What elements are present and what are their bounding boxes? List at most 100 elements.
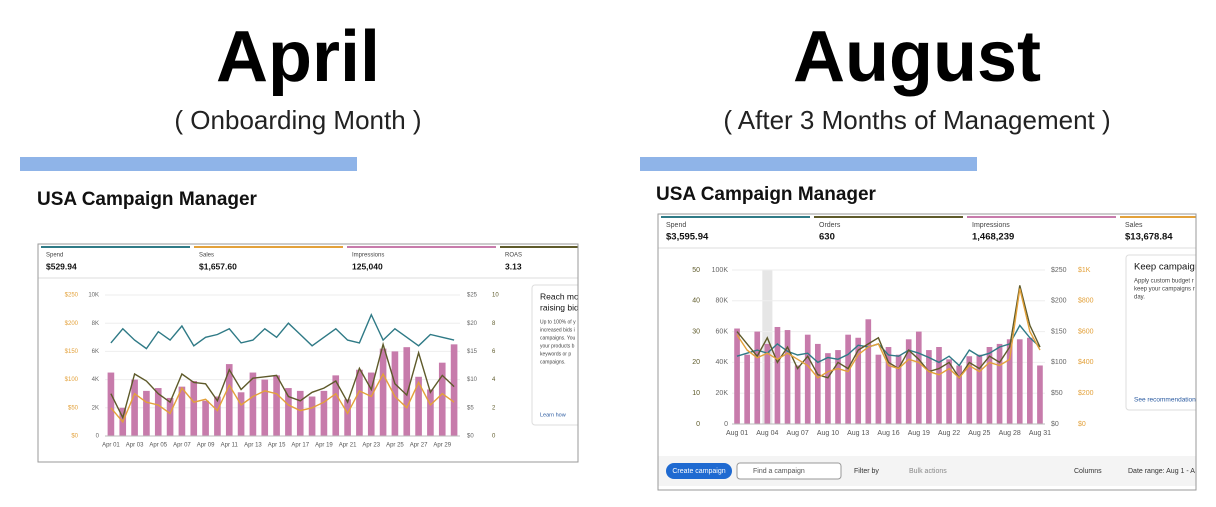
divider	[640, 157, 977, 171]
toolbar-item[interactable]: Date range: Aug 1 - A	[1128, 468, 1195, 475]
card-accent	[1120, 216, 1196, 218]
axis-tick-label: $10	[467, 377, 478, 383]
bar	[1027, 337, 1033, 424]
heading: April	[216, 17, 380, 97]
bar	[764, 343, 771, 424]
bar	[356, 369, 363, 436]
bar	[296, 390, 304, 436]
card-accent	[500, 246, 578, 248]
axis-tick-label: 20K	[716, 390, 729, 397]
axis-tick-label: $0	[1051, 421, 1059, 428]
axis-tick-label: $25	[467, 293, 478, 299]
side-panel-text: campaigns. You	[540, 335, 576, 341]
axis-tick-label: 4	[492, 377, 496, 383]
axis-tick-label: $0	[71, 434, 78, 440]
side-panel-link[interactable]: See recommendation	[1134, 397, 1196, 404]
axis-tick-label: $15	[467, 349, 478, 355]
metric-total: $3,595.94	[666, 232, 709, 243]
bar	[915, 331, 922, 424]
side-panel-text: your products b	[540, 343, 575, 349]
axis-tick-label: 20	[692, 359, 700, 366]
axis-tick-label: $50	[68, 405, 79, 411]
create-button[interactable]	[666, 463, 732, 479]
side-panel-text: keep your campaigns r	[1134, 287, 1195, 293]
x-tick-label: Aug 07	[787, 430, 809, 437]
x-tick-label: Apr 21	[339, 443, 357, 449]
bar	[734, 328, 740, 424]
search-box[interactable]	[736, 462, 842, 480]
toolbar-item[interactable]: Filter by	[854, 468, 879, 475]
x-tick-label: Apr 23	[362, 443, 380, 449]
axis-tick-label: $20	[467, 321, 478, 327]
axis-tick-label: 6K	[92, 349, 99, 355]
axis-tick-label: $100	[65, 377, 79, 383]
bar	[450, 344, 458, 436]
bar	[403, 347, 411, 436]
metric-label: ROAS	[505, 253, 522, 259]
bar	[438, 362, 446, 436]
bar	[835, 350, 841, 424]
bar	[926, 350, 932, 424]
heading: August	[793, 17, 1041, 97]
axis-tick-label: 2	[492, 405, 496, 411]
line	[110, 372, 455, 424]
x-tick-label: Aug 13	[847, 430, 869, 437]
axis-tick-label: $100	[1051, 359, 1067, 366]
bar	[804, 334, 811, 424]
side-panel	[1125, 254, 1196, 411]
axis-tick-label: $5	[467, 405, 474, 411]
bar	[895, 354, 902, 424]
bar	[367, 372, 375, 436]
bar	[754, 331, 761, 424]
side-panel-text: campaigns.	[540, 359, 566, 365]
metric-label: Impressions	[352, 253, 384, 259]
side-panel-title: Keep campaign	[1134, 262, 1200, 273]
bar	[131, 379, 138, 436]
line	[110, 341, 455, 420]
axis-tick-label: 40K	[716, 359, 729, 366]
panel-bg	[38, 244, 578, 462]
bar	[178, 386, 186, 436]
metric-total: $13,678.84	[1125, 232, 1173, 243]
bar	[214, 396, 221, 436]
x-tick-label: Aug 22	[938, 430, 960, 437]
metric-total: 630	[819, 232, 835, 243]
bar	[996, 343, 1003, 424]
toolbar-item[interactable]: Columns	[1074, 468, 1102, 475]
axis-tick-label: 8	[492, 321, 496, 327]
bar	[825, 353, 831, 424]
subheading: ( After 3 Months of Management )	[723, 105, 1110, 135]
bar	[986, 347, 993, 424]
bar	[865, 319, 872, 424]
x-tick-label: Aug 19	[908, 430, 930, 437]
bar	[744, 354, 750, 424]
bar	[784, 330, 791, 424]
panel-frame	[657, 213, 1197, 491]
create-button-label[interactable]: Create campaign	[672, 468, 725, 475]
side-panel-text: day.	[1134, 295, 1145, 301]
bar	[285, 388, 292, 436]
bar	[774, 326, 781, 424]
side-panel-link[interactable]: Learn how	[540, 412, 566, 418]
search-placeholder[interactable]: Find a campaign	[753, 468, 805, 475]
card-accent	[814, 216, 963, 218]
bar	[237, 392, 245, 436]
bar	[885, 347, 892, 424]
axis-tick-label: 10	[492, 293, 499, 299]
x-tick-label: Apr 11	[221, 443, 239, 449]
bar	[320, 390, 328, 436]
axis-tick-label: 80K	[716, 298, 729, 305]
metric-label: Spend	[46, 253, 63, 259]
axis-tick-label: 6	[492, 349, 496, 355]
toolbar-item[interactable]: Bulk actions	[909, 468, 947, 475]
x-tick-label: Aug 04	[756, 430, 778, 437]
metric-total: 1,468,239	[972, 232, 1014, 243]
x-tick-label: Apr 09	[197, 443, 215, 449]
bar	[855, 337, 862, 424]
bar	[261, 379, 269, 436]
axis-tick-label: 0	[492, 434, 496, 440]
metric-total: 125,040	[352, 261, 383, 271]
panel-frame	[37, 243, 579, 463]
bar	[391, 351, 399, 436]
x-tick-label: Apr 07	[173, 443, 191, 449]
